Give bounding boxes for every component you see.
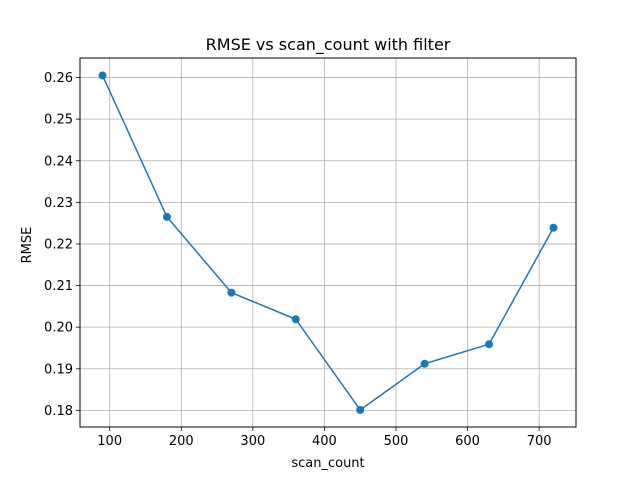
data-point [227,288,236,297]
x-tick-label: 200 [169,434,194,449]
x-tick-label: 700 [527,434,552,449]
data-point [162,212,171,221]
x-tick-label: 300 [240,434,265,449]
plot-frame [79,57,577,428]
y-tick-label: 0.21 [44,279,73,294]
y-tick-label: 0.22 [44,237,73,252]
y-tick-label: 0.26 [44,71,73,86]
y-axis-label: RMSE [20,227,35,264]
ticks: 100 200 300 400 500 600 700 0.18 0.19 0.20 0.21 0.2… [44,71,552,449]
y-tick-label: 0.19 [44,362,73,377]
series-line [101,75,555,411]
data-point [291,315,300,324]
data-point [356,405,365,414]
y-tick-label: 0.24 [44,154,73,169]
y-tick-label: 0.25 [44,113,73,128]
x-axis-label: scan_count [291,456,364,471]
x-tick-label: 600 [455,434,480,449]
y-tick-label: 0.18 [44,404,73,419]
data-point [549,223,558,232]
x-tick-label: 400 [312,434,337,449]
series-group [98,71,558,414]
y-tick-label: 0.23 [44,196,73,211]
x-tick-label: 100 [97,434,122,449]
chart-title: RMSE vs scan_count with filter [206,35,451,55]
x-tick-label: 500 [384,434,409,449]
data-point [98,71,107,80]
y-tick-label: 0.20 [44,321,73,336]
data-point [485,340,494,349]
data-point [420,359,429,368]
grid [80,58,576,427]
